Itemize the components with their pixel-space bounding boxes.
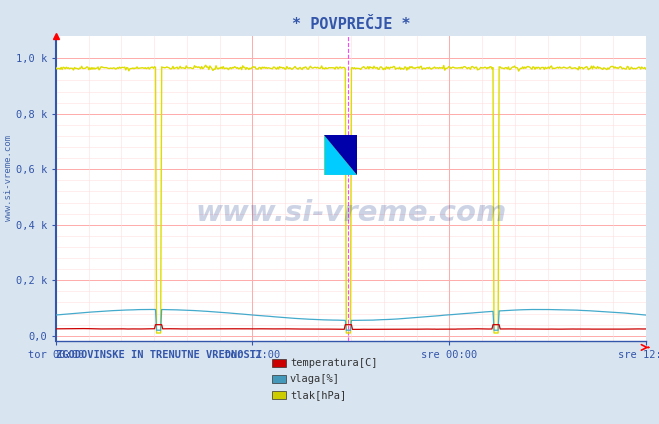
Text: temperatura[C]: temperatura[C] <box>290 357 378 368</box>
Bar <box>324 135 357 175</box>
Text: vlaga[%]: vlaga[%] <box>290 374 340 384</box>
Polygon shape <box>324 135 357 175</box>
Text: www.si-vreme.com: www.si-vreme.com <box>195 199 507 227</box>
Text: tlak[hPa]: tlak[hPa] <box>290 390 346 400</box>
Text: ZGODOVINSKE IN TRENUTNE VREDNOSTI: ZGODOVINSKE IN TRENUTNE VREDNOSTI <box>56 350 262 360</box>
Text: www.si-vreme.com: www.si-vreme.com <box>4 135 13 221</box>
Title: * POVPREČJE *: * POVPREČJE * <box>291 17 411 32</box>
Polygon shape <box>324 135 357 175</box>
